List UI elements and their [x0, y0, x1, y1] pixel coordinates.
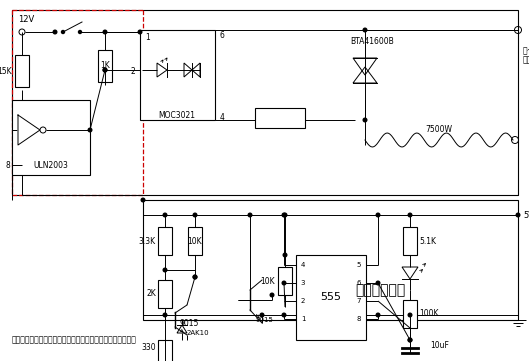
- Text: 2AK10: 2AK10: [187, 330, 209, 336]
- Text: 7: 7: [357, 298, 361, 304]
- Circle shape: [78, 30, 81, 34]
- Text: 330: 330: [141, 343, 156, 352]
- Circle shape: [141, 198, 145, 202]
- Text: ULN2003: ULN2003: [33, 161, 68, 170]
- Text: 9015: 9015: [180, 318, 199, 327]
- Circle shape: [363, 28, 367, 32]
- Circle shape: [61, 30, 65, 34]
- Text: 1: 1: [301, 316, 305, 322]
- Text: 2: 2: [130, 68, 135, 77]
- Bar: [12, 100, 90, 175]
- Circle shape: [376, 281, 380, 285]
- Text: 10K: 10K: [188, 236, 202, 245]
- Text: MOC3021: MOC3021: [159, 110, 196, 119]
- Text: 5V: 5V: [523, 210, 529, 219]
- Text: BTA41600B: BTA41600B: [350, 38, 394, 47]
- Circle shape: [282, 213, 286, 217]
- Circle shape: [282, 313, 286, 317]
- Circle shape: [408, 313, 412, 317]
- Circle shape: [53, 30, 57, 34]
- Text: 3.3K: 3.3K: [139, 236, 156, 245]
- Bar: [403, 300, 417, 328]
- Circle shape: [103, 30, 107, 34]
- Circle shape: [193, 275, 197, 279]
- Circle shape: [163, 268, 167, 272]
- Text: 6: 6: [220, 30, 225, 39]
- Circle shape: [516, 213, 520, 217]
- Bar: [12, 10, 518, 195]
- Circle shape: [193, 275, 197, 279]
- Circle shape: [376, 213, 380, 217]
- Text: 12V: 12V: [18, 16, 34, 25]
- Text: 7500W: 7500W: [425, 126, 452, 135]
- Text: 2: 2: [301, 298, 305, 304]
- Circle shape: [270, 293, 274, 297]
- Text: 2K: 2K: [146, 290, 156, 299]
- Bar: [140, 30, 215, 120]
- Circle shape: [283, 213, 287, 217]
- Text: 4: 4: [301, 262, 305, 268]
- Circle shape: [88, 128, 92, 132]
- Bar: [158, 340, 172, 361]
- Text: 100K: 100K: [419, 309, 439, 318]
- Text: 3: 3: [301, 280, 305, 286]
- Circle shape: [260, 313, 264, 317]
- Circle shape: [103, 68, 107, 72]
- Text: 5.1K: 5.1K: [419, 236, 436, 245]
- Text: 附加温控电路: 附加温控电路: [355, 283, 405, 297]
- Text: 1K: 1K: [100, 61, 110, 70]
- Text: 1: 1: [145, 34, 150, 43]
- Text: 红线框内的元件为热水器本身电路里的，框外的为增加的部分: 红线框内的元件为热水器本身电路里的，框外的为增加的部分: [12, 335, 137, 344]
- Text: 至~220V保
护控制电路: 至~220V保 护控制电路: [523, 45, 529, 64]
- Bar: [278, 267, 292, 295]
- Text: 10K: 10K: [260, 277, 275, 286]
- Text: 4: 4: [220, 113, 225, 122]
- Bar: [98, 50, 112, 82]
- Bar: [255, 108, 305, 128]
- Circle shape: [193, 213, 197, 217]
- Circle shape: [103, 68, 107, 72]
- Circle shape: [40, 127, 46, 133]
- Circle shape: [163, 213, 167, 217]
- Circle shape: [283, 253, 287, 257]
- Bar: [296, 255, 366, 340]
- Bar: [403, 227, 417, 255]
- Text: 8: 8: [5, 161, 10, 170]
- Circle shape: [363, 118, 367, 122]
- Bar: [188, 227, 202, 255]
- Bar: [15, 55, 29, 87]
- Bar: [158, 280, 172, 308]
- Text: 6: 6: [357, 280, 361, 286]
- Polygon shape: [18, 115, 40, 145]
- Circle shape: [408, 338, 412, 342]
- Text: 555: 555: [321, 292, 342, 302]
- Circle shape: [163, 313, 167, 317]
- Text: 10uF: 10uF: [430, 340, 449, 349]
- Text: 15K: 15K: [0, 66, 12, 75]
- Bar: [158, 227, 172, 255]
- Circle shape: [282, 281, 286, 285]
- Circle shape: [408, 338, 412, 342]
- Text: 8: 8: [357, 316, 361, 322]
- Circle shape: [248, 213, 252, 217]
- Circle shape: [408, 213, 412, 217]
- Text: 5: 5: [357, 262, 361, 268]
- Text: 9015: 9015: [255, 317, 273, 323]
- Circle shape: [138, 30, 142, 34]
- Circle shape: [376, 313, 380, 317]
- Bar: [143, 200, 518, 320]
